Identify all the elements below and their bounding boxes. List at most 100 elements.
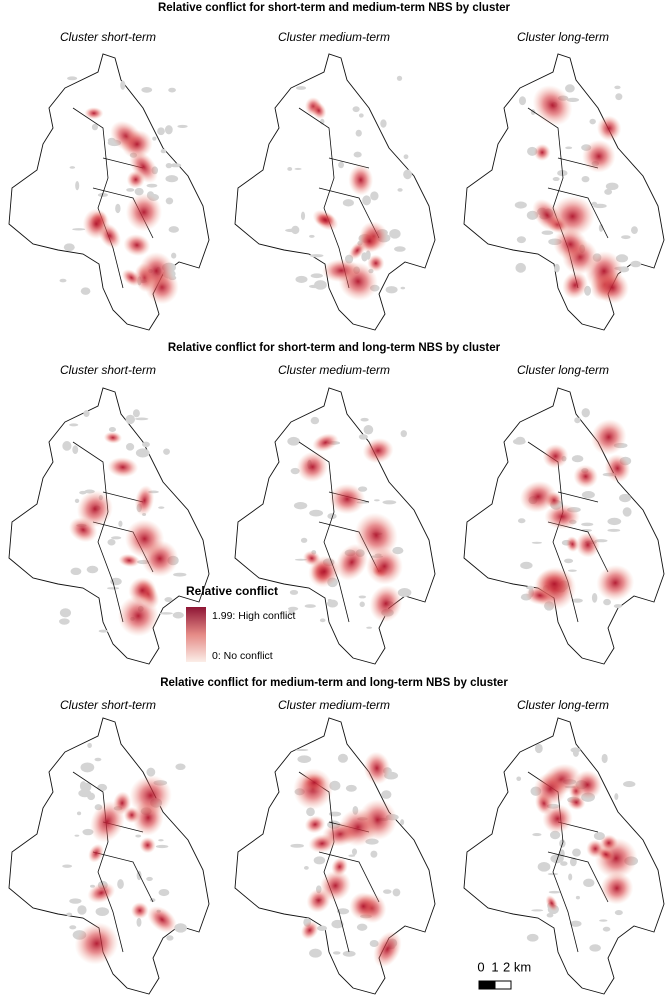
built-area [531,541,543,544]
built-area [310,416,320,425]
built-area [287,606,299,611]
built-area [392,888,401,897]
built-area [385,286,398,294]
scale-label: 2 km [503,959,531,974]
conflict-hotspot [138,251,174,290]
conflict-hotspot [301,773,327,792]
map-panel [8,53,210,331]
built-area [290,843,304,848]
built-area [400,286,406,290]
built-area [394,246,406,252]
built-area [631,226,638,234]
built-area [363,425,374,435]
conflict-hotspot [582,139,616,173]
built-area [516,776,522,782]
built-area [565,146,573,150]
conflict-hotspot [354,512,398,559]
built-area [403,169,413,180]
panel-title: Cluster medium-term [278,363,390,377]
built-area [541,230,554,235]
built-area [607,528,621,532]
built-area [83,410,90,418]
legend: Relative conflict 1.99: High conflict 0:… [186,584,296,662]
built-area [291,225,300,235]
built-area [581,490,595,499]
conflict-hotspot [349,892,378,921]
built-area [97,783,108,792]
conflict-hotspot [306,888,331,913]
conflict-hotspot [573,464,598,489]
built-area [107,539,116,546]
built-area [601,753,608,764]
built-area [403,154,409,160]
built-area [332,951,341,955]
conflict-hotspot [348,164,374,196]
conflict-hotspot [123,234,151,257]
built-area [165,163,173,169]
built-area [69,423,79,427]
built-area [175,763,186,771]
conflict-hotspot [126,170,145,189]
built-area [359,601,365,608]
conflict-hotspot [118,553,140,568]
conflict-hotspot [572,770,603,800]
conflict-hotspot [107,457,139,478]
built-area [165,175,179,183]
built-area [604,188,613,195]
conflict-hotspot [362,438,394,464]
built-area [613,604,623,609]
built-area [383,889,392,894]
conflict-hotspot [130,902,149,920]
built-area [362,195,371,206]
built-area [165,197,174,205]
built-area [565,84,575,93]
built-area [599,919,608,922]
panel-title: Cluster long-term [517,698,609,712]
row-title: Relative conflict for short-term and lon… [168,342,501,354]
scale-label: 1 [491,959,498,974]
legend-low: 0: No conflict [212,650,273,662]
conflict-hotspot [300,920,319,940]
conflict-hotspot [129,775,172,816]
row-title: Relative conflict for short-term and med… [158,2,511,14]
built-area [593,203,607,209]
built-area [337,753,349,763]
built-area [400,819,405,826]
panel-title: Cluster medium-term [278,30,390,44]
scale-bar: 0 1 2 km [477,959,531,990]
built-area [603,598,611,606]
built-area [532,833,542,837]
built-area [564,558,574,564]
conflict-hotspot [147,905,177,934]
conflict-hotspot [329,483,366,515]
conflict-hotspot [84,107,104,120]
built-area [581,175,590,183]
built-area [581,522,594,527]
built-area [164,125,173,135]
built-area [370,191,379,201]
built-area [74,834,80,837]
built-area [158,506,165,509]
map-panel [8,387,210,665]
conflict-hotspot [599,834,618,852]
built-area [172,611,184,619]
conflict-hotspot [575,532,600,558]
conflict-hotspot [600,871,634,905]
built-area [317,925,328,931]
built-area [72,445,79,455]
conflict-hotspot [532,85,573,126]
built-area [342,950,356,957]
built-area [295,86,307,90]
built-area [373,499,380,502]
built-area [358,434,368,440]
built-area [569,857,577,867]
built-area [358,113,364,118]
built-area [98,629,109,633]
map-panel [234,387,436,665]
conflict-hotspot [367,254,385,272]
built-area [309,254,324,258]
built-area [568,873,573,881]
conflict-hotspot [373,931,402,968]
built-area [78,789,92,798]
built-area [62,441,72,451]
